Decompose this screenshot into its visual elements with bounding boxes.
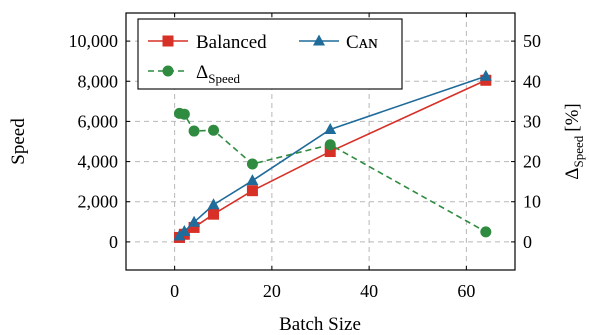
y-tick-label: 0 — [109, 232, 118, 252]
legend-items — [148, 34, 339, 77]
legend: Balanced Cᴀɴ ΔSpeed — [137, 18, 403, 90]
legend-label-delta-sub: Speed — [208, 71, 240, 86]
data-point-can — [324, 122, 337, 134]
y2-tick-label: 10 — [523, 192, 541, 212]
y2-axis-title-main: Δ — [562, 168, 583, 180]
data-point-balanced — [246, 185, 258, 197]
y2-tick-label: 20 — [523, 152, 541, 172]
y2-axis-title-unit: [%] — [562, 103, 583, 131]
legend-box — [137, 18, 403, 90]
data-point-speed — [208, 124, 220, 136]
series-line-balanced — [179, 79, 487, 239]
y-tick-label: 4,000 — [78, 152, 119, 172]
series-can — [173, 69, 492, 241]
y2-axis-title: ΔSpeed [%] — [562, 103, 586, 179]
x-tick-label: 60 — [457, 281, 475, 301]
x-tick-label: 40 — [360, 281, 378, 301]
y2-tick-label: 40 — [523, 71, 541, 91]
data-point-balanced — [324, 146, 336, 158]
data-point-can — [178, 224, 191, 236]
data-point-can — [479, 69, 492, 81]
x-axis-title: Batch Size — [279, 314, 361, 335]
x-tick-label: 20 — [263, 281, 281, 301]
y2-tick-label: 30 — [523, 111, 541, 131]
legend-marker-can — [313, 34, 325, 46]
data-point-balanced — [208, 208, 220, 220]
y2-axis-title-sub: Speed — [571, 135, 586, 167]
series-speed — [173, 107, 492, 238]
legend-marker-balanced — [162, 35, 174, 47]
y2-tick-label: 50 — [523, 31, 541, 51]
legend-marker-speed — [162, 65, 174, 77]
data-point-can — [246, 174, 259, 186]
y-tick-label: 2,000 — [78, 192, 119, 212]
legend-label-delta-main: Δ — [196, 62, 208, 83]
legend-label-delta-speed: ΔSpeed — [196, 62, 240, 86]
data-point-speed — [246, 158, 258, 170]
y2-tick-label: 0 — [523, 232, 532, 252]
y-tick-label: 10,000 — [69, 31, 119, 51]
data-point-speed — [188, 125, 200, 137]
y-tick-label: 6,000 — [78, 111, 119, 131]
data-point-speed — [324, 139, 336, 151]
legend-label-can: Cᴀɴ — [346, 32, 378, 53]
data-point-can — [188, 215, 201, 227]
series-group — [173, 69, 492, 243]
data-point-balanced — [188, 221, 200, 233]
series-balanced — [173, 74, 492, 243]
legend-label-balanced: Balanced — [196, 32, 267, 53]
data-point-speed — [480, 226, 492, 238]
y-tick-label: 8,000 — [78, 71, 119, 91]
y-axis-title: Speed — [8, 118, 29, 165]
plot-frame — [125, 12, 516, 271]
data-point-can — [207, 198, 220, 210]
axis-ticks: 0 20 40 60 0 2,000 4,000 6,000 8,000 10,000 0 10 20 3… — [69, 13, 541, 301]
data-point-speed — [178, 108, 190, 120]
x-tick-label: 0 — [170, 281, 179, 301]
